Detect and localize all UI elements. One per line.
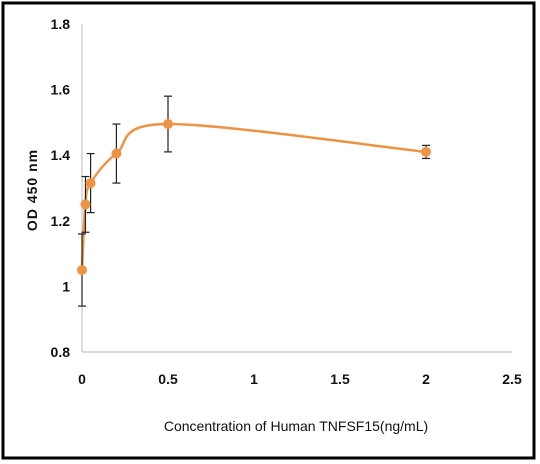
data-point [421, 146, 431, 157]
x-tick-label: 1.5 [330, 371, 350, 387]
x-axis-label: Concentration of Human TNFSF15(ng/mL) [164, 418, 428, 434]
x-tick-label: 2 [422, 371, 430, 387]
x-tick-label: 1 [250, 371, 258, 387]
y-tick-label: 1.2 [51, 213, 71, 229]
y-tick-label: 1.8 [51, 16, 71, 32]
y-axis-label: OD 450 nm [24, 149, 40, 231]
data-point [163, 119, 173, 130]
axes [81, 24, 512, 353]
y-tick-label: 1.6 [51, 82, 71, 98]
y-tick-label: 1 [62, 278, 70, 294]
error-bars [78, 95, 430, 307]
data-point [111, 148, 122, 159]
data-point [77, 265, 87, 275]
x-tick-label: 0.5 [158, 371, 178, 387]
x-tick-label: 2.5 [502, 371, 522, 387]
tick-labels: 0 0.5 1 1.5 2 2.5 0.8 1 1.2 1.4 1.6 1.8 [51, 16, 522, 387]
curve-layer [80, 122, 427, 271]
series-line [80, 122, 427, 271]
y-tick-label: 1.4 [51, 147, 71, 163]
x-tick-label: 0 [78, 371, 86, 387]
data-points [77, 119, 431, 275]
y-tick-label: 0.8 [51, 344, 71, 360]
data-point [80, 199, 91, 210]
data-point [85, 178, 96, 189]
